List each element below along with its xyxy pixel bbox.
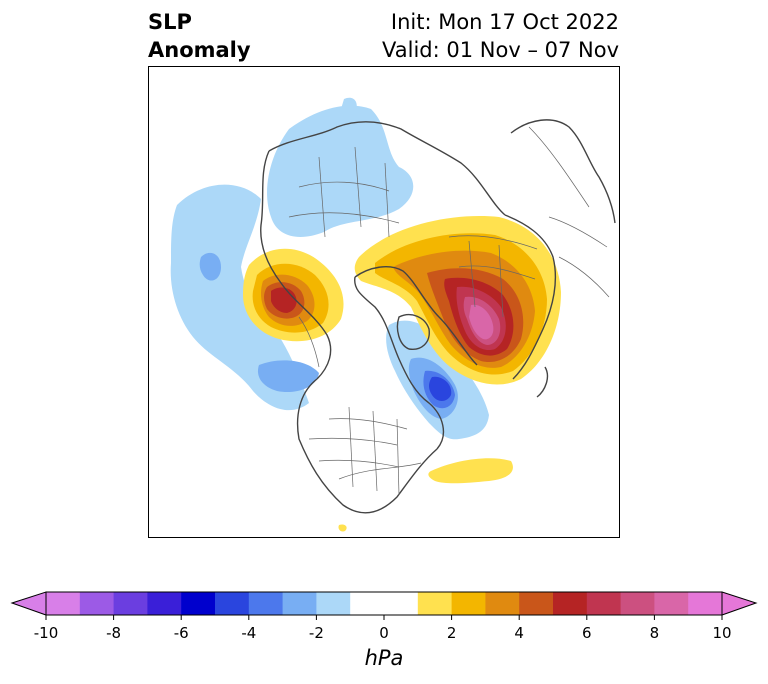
map-title: SLP Anomaly xyxy=(148,8,251,64)
colorbar-bin-0 xyxy=(46,592,81,615)
colorbar-bin-1 xyxy=(79,592,115,615)
colorbar-bin-8 xyxy=(316,592,351,615)
colorbar-bin-4 xyxy=(181,592,216,615)
colorbar-bin-10 xyxy=(417,592,453,615)
colorbar-tick-label: -2 xyxy=(308,624,324,642)
colorbar-bin-2 xyxy=(113,592,148,615)
title-line-2: Anomaly xyxy=(148,38,251,62)
colorbar-tick-label: 6 xyxy=(582,624,592,642)
colorbar-tick-label: 10 xyxy=(712,624,732,642)
colorbar-tick-label: 8 xyxy=(649,624,660,642)
anomaly-atlantic-band xyxy=(338,458,513,532)
colorbar-bin-5 xyxy=(215,592,250,615)
colorbar-bin-7 xyxy=(282,592,317,615)
anomaly-canada-low xyxy=(386,320,489,440)
title-line-1: SLP xyxy=(148,10,192,34)
colorbar-tick-label: 4 xyxy=(514,624,524,642)
colorbar-tick-label: -10 xyxy=(33,624,59,642)
colorbar-tick-label: -8 xyxy=(106,624,122,642)
init-date: Init: Mon 17 Oct 2022 xyxy=(390,10,619,34)
anomaly-siberia-low xyxy=(267,97,414,237)
colorbar-tick-label: 2 xyxy=(446,624,457,642)
colorbar-bin-6 xyxy=(248,592,284,615)
anomaly-europe-high xyxy=(354,216,561,385)
colorbar xyxy=(10,591,758,620)
colorbar-bin-17 xyxy=(654,592,689,615)
forecast-dates: Init: Mon 17 Oct 2022 Valid: 01 Nov – 07… xyxy=(382,8,619,64)
colorbar-bin-13 xyxy=(519,592,554,615)
colorbar-tick-label: -4 xyxy=(241,624,257,642)
colorbar-bin-15 xyxy=(586,592,622,615)
anomaly-bering-high xyxy=(243,248,344,342)
colorbar-tick-label: 0 xyxy=(379,624,389,642)
coastlines xyxy=(260,119,616,514)
colorbar-bin-11 xyxy=(451,592,486,615)
colorbar-extend-high xyxy=(721,591,758,616)
colorbar-bin-18 xyxy=(688,592,723,615)
map-panel xyxy=(148,66,620,538)
colorbar-extend-low xyxy=(10,591,47,616)
colorbar-ticks xyxy=(45,615,723,620)
political-borders xyxy=(288,126,610,496)
colorbar-bin-9 xyxy=(350,592,419,615)
colorbar-bin-12 xyxy=(485,592,520,615)
colorbar-bin-16 xyxy=(620,592,655,615)
colorbar-bins xyxy=(46,592,723,615)
colorbar-bin-3 xyxy=(147,592,182,615)
slp-anomaly-map xyxy=(170,97,616,532)
colorbar-unit-label: hPa xyxy=(364,646,404,670)
colorbar-bin-14 xyxy=(553,592,588,615)
colorbar-tick-label: -6 xyxy=(173,624,189,642)
anomaly-pacific-low xyxy=(170,184,319,411)
valid-range: Valid: 01 Nov – 07 Nov xyxy=(382,38,619,62)
